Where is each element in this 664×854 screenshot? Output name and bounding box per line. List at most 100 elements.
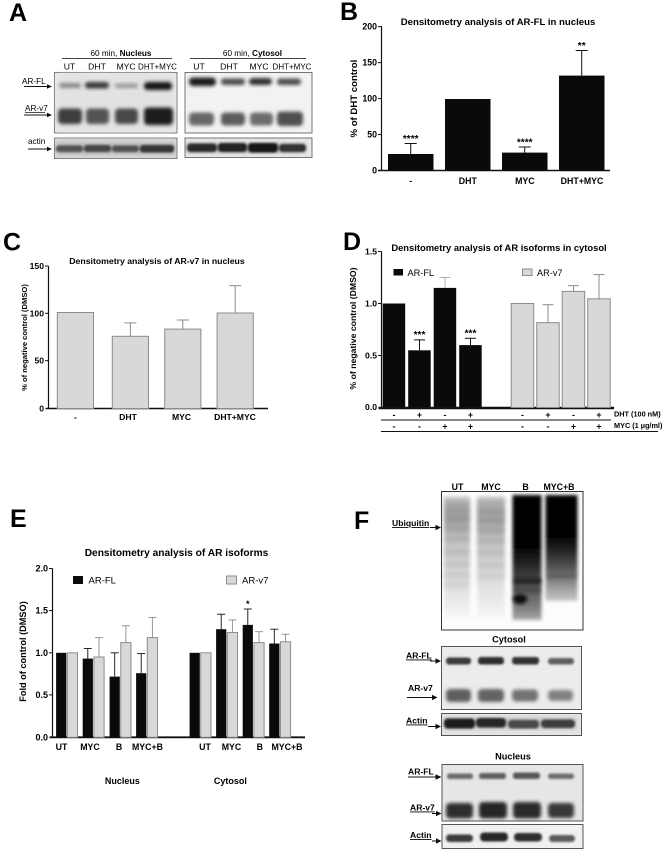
svg-text:B: B <box>522 482 528 492</box>
svg-text:MYC+B: MYC+B <box>543 482 574 492</box>
svg-text:100: 100 <box>362 94 377 104</box>
svg-text:***: *** <box>414 330 426 341</box>
svg-text:-: - <box>393 410 396 420</box>
svg-text:Densitometry analysis of AR is: Densitometry analysis of AR isoforms in … <box>391 242 606 253</box>
svg-text:+: + <box>596 422 601 432</box>
svg-text:AR-FL: AR-FL <box>89 576 116 587</box>
svg-text:actin: actin <box>28 137 46 146</box>
svg-text:MYC: MYC <box>481 482 501 492</box>
svg-text:MYC (1 µg/ml): MYC (1 µg/ml) <box>614 421 663 430</box>
svg-text:-: - <box>393 422 396 432</box>
svg-text:-: - <box>409 176 412 186</box>
svg-text:AR-v7: AR-v7 <box>537 268 563 278</box>
svg-text:% of negative control (DMSO): % of negative control (DMSO) <box>20 284 29 391</box>
svg-text:150: 150 <box>362 58 377 68</box>
svg-text:MYC+B: MYC+B <box>271 742 302 752</box>
svg-text:% of negative control (DMSO): % of negative control (DMSO) <box>348 267 358 389</box>
svg-text:DHT+MYC: DHT+MYC <box>214 412 256 422</box>
svg-text:DHT+MYC: DHT+MYC <box>561 176 604 186</box>
svg-text:AR-v7: AR-v7 <box>410 803 435 813</box>
svg-text:-: - <box>418 422 421 432</box>
svg-text:0.5: 0.5 <box>365 351 377 361</box>
svg-text:D: D <box>343 228 361 256</box>
svg-text:Cytosol: Cytosol <box>214 776 247 786</box>
svg-text:UT: UT <box>64 62 76 72</box>
svg-text:150: 150 <box>30 261 45 271</box>
svg-text:AR-FL: AR-FL <box>408 767 434 777</box>
svg-text:1.5: 1.5 <box>35 606 48 616</box>
svg-text:MYC: MYC <box>116 62 135 72</box>
svg-text:AR-v7: AR-v7 <box>408 683 433 693</box>
svg-text:-: - <box>74 412 77 422</box>
svg-text:-: - <box>444 410 447 420</box>
svg-text:UT: UT <box>452 482 464 492</box>
svg-text:1.5: 1.5 <box>365 247 377 257</box>
svg-text:A: A <box>9 0 27 27</box>
svg-text:1.0: 1.0 <box>35 648 48 658</box>
svg-text:MYC: MYC <box>172 412 191 422</box>
svg-text:Actin: Actin <box>406 716 427 726</box>
svg-text:UT: UT <box>193 62 205 72</box>
svg-text:+: + <box>417 410 422 420</box>
svg-text:DHT+MYC: DHT+MYC <box>273 63 312 72</box>
svg-text:***: *** <box>465 328 477 339</box>
svg-text:Nucleus: Nucleus <box>495 752 531 762</box>
svg-text:**: ** <box>578 41 586 52</box>
svg-text:E: E <box>10 505 27 533</box>
svg-text:MYC+B: MYC+B <box>132 742 163 752</box>
svg-text:DHT: DHT <box>220 62 238 72</box>
svg-text:MYC: MYC <box>515 176 535 186</box>
svg-text:0.0: 0.0 <box>35 732 48 742</box>
svg-text:Ubiquitin: Ubiquitin <box>392 518 429 528</box>
svg-text:0.5: 0.5 <box>35 690 48 700</box>
svg-text:0.0: 0.0 <box>365 402 377 412</box>
svg-text:Fold of control (DMSO): Fold of control (DMSO) <box>18 601 28 702</box>
svg-text:Nucleus: Nucleus <box>105 776 140 786</box>
svg-text:DHT+MYC: DHT+MYC <box>138 63 177 72</box>
svg-text:1.0: 1.0 <box>365 299 377 309</box>
svg-text:****: **** <box>403 134 419 145</box>
svg-text:-: - <box>572 410 575 420</box>
svg-text:% of DHT control: % of DHT control <box>349 60 360 138</box>
svg-text:MYC: MYC <box>249 62 268 72</box>
svg-text:60 min, Cytosol: 60 min, Cytosol <box>223 49 282 58</box>
svg-text:Cytosol: Cytosol <box>492 635 526 645</box>
svg-text:+: + <box>545 410 550 420</box>
svg-text:Densitometry analysis of AR-v7: Densitometry analysis of AR-v7 in nucleu… <box>69 256 245 266</box>
svg-text:DHT: DHT <box>459 176 478 186</box>
svg-text:-: - <box>547 422 550 432</box>
svg-text:2.0: 2.0 <box>35 564 48 574</box>
svg-text:0: 0 <box>39 404 44 414</box>
svg-text:Densitometry analysis of AR-FL: Densitometry analysis of AR-FL in nucleu… <box>401 17 596 28</box>
svg-text:60 min, Nucleus: 60 min, Nucleus <box>91 49 152 58</box>
svg-text:+: + <box>468 410 473 420</box>
svg-text:-: - <box>521 410 524 420</box>
svg-text:0: 0 <box>372 166 377 176</box>
svg-text:AR-FL: AR-FL <box>22 77 46 86</box>
svg-text:200: 200 <box>362 22 377 32</box>
svg-text:DHT: DHT <box>119 412 137 422</box>
svg-text:AR-FL: AR-FL <box>406 651 432 661</box>
svg-text:C: C <box>3 229 21 257</box>
svg-text:Densitometry analysis of AR is: Densitometry analysis of AR isoforms <box>85 548 269 559</box>
svg-text:AR-v7: AR-v7 <box>242 576 268 587</box>
svg-text:MYC: MYC <box>222 742 242 752</box>
svg-text:100: 100 <box>30 308 45 318</box>
svg-text:B: B <box>116 742 122 752</box>
svg-text:UT: UT <box>56 742 68 752</box>
svg-text:MYC: MYC <box>80 742 100 752</box>
svg-text:F: F <box>354 507 369 535</box>
svg-text:AR-FL: AR-FL <box>408 268 435 278</box>
svg-text:+: + <box>571 422 576 432</box>
svg-text:****: **** <box>517 138 533 149</box>
svg-text:B: B <box>257 742 263 752</box>
svg-text:*: * <box>246 599 250 609</box>
svg-text:+: + <box>596 410 601 420</box>
svg-text:50: 50 <box>34 356 44 366</box>
svg-text:+: + <box>442 422 447 432</box>
svg-text:AR-v7: AR-v7 <box>25 104 48 113</box>
svg-text:Actin: Actin <box>410 830 431 840</box>
svg-text:50: 50 <box>367 130 377 140</box>
svg-text:+: + <box>468 422 473 432</box>
svg-text:B: B <box>340 0 358 26</box>
